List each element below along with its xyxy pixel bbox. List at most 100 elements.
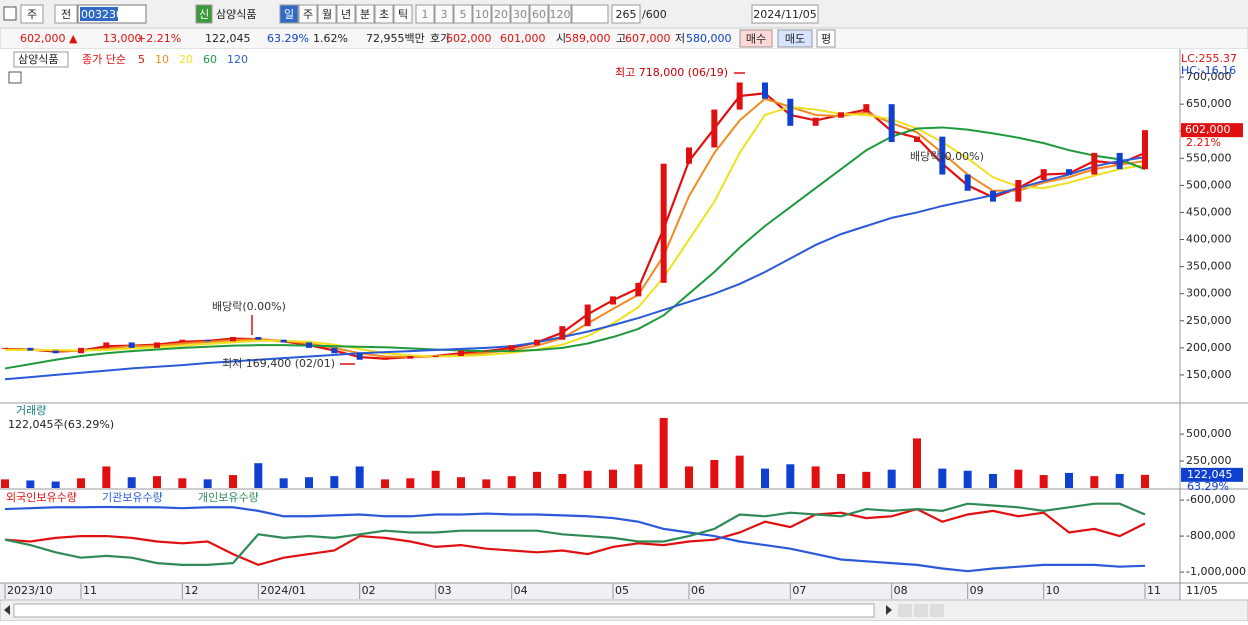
interval-box[interactable]	[548, 4, 572, 24]
date-box[interactable]	[751, 4, 819, 24]
period[interactable]: 초	[379, 8, 389, 21]
candle-body	[154, 342, 160, 348]
period-box[interactable]	[336, 4, 356, 24]
interval[interactable]: 10	[475, 8, 489, 21]
x-tick-label: 12	[184, 584, 198, 597]
interval[interactable]: 3	[441, 8, 448, 21]
x-tick-label: 11	[1147, 584, 1161, 597]
period[interactable]: 틱	[398, 8, 408, 21]
volume-bar	[583, 470, 592, 488]
x-tick-label: 02	[362, 584, 376, 597]
period[interactable]: 일	[284, 7, 294, 21]
x-last-date: 11/05	[1186, 584, 1218, 597]
zoom-next[interactable]	[930, 604, 944, 617]
interval-box[interactable]	[491, 4, 511, 24]
buy-button[interactable]: 매수	[746, 33, 766, 46]
volume-bar	[862, 471, 871, 488]
period-box[interactable]	[393, 4, 413, 24]
code[interactable]: 003230	[81, 8, 123, 21]
legend-item: 20	[179, 53, 193, 66]
interval[interactable]: 1	[422, 8, 429, 21]
period-box[interactable]	[317, 4, 337, 24]
sell-button[interactable]: 매도	[785, 33, 805, 46]
y-tick-label: -600,000	[1186, 493, 1235, 506]
period[interactable]: 년	[341, 8, 351, 21]
interval-box[interactable]	[510, 4, 530, 24]
interval[interactable]: 30	[513, 8, 527, 21]
interval-box[interactable]	[529, 4, 549, 24]
interval[interactable]: 5	[460, 8, 467, 21]
volume-bar	[127, 477, 136, 488]
volume-bar	[837, 473, 845, 488]
y-tick-label: 150,000	[1186, 368, 1232, 381]
y-tick-label: -800,000	[1186, 529, 1235, 542]
sell-button-box[interactable]	[777, 29, 813, 48]
legend-item: 10	[155, 53, 169, 66]
market[interactable]: 주	[27, 8, 37, 21]
quote-rate: +2.21%	[137, 32, 181, 45]
volume-bar	[254, 463, 263, 488]
chart-bg	[0, 49, 1248, 600]
interval-box[interactable]	[434, 4, 454, 24]
interval[interactable]: 20	[494, 8, 508, 21]
volume-bar	[330, 476, 339, 488]
interval-box[interactable]	[472, 4, 492, 24]
holding-line	[4, 502, 1146, 566]
interval-box[interactable]	[453, 4, 473, 24]
legend-icon[interactable]	[8, 71, 22, 84]
y-tick-label: 300,000	[1186, 287, 1232, 300]
volume-bar	[558, 473, 567, 488]
period-box[interactable]	[355, 4, 375, 24]
scope-box[interactable]	[54, 4, 78, 24]
avg-button-box[interactable]	[816, 29, 836, 48]
period-box[interactable]	[279, 4, 299, 24]
x-axis-bg	[0, 583, 1180, 600]
scroll-left[interactable]	[4, 605, 10, 615]
zoom-prev[interactable]	[914, 604, 928, 617]
period-box[interactable]	[298, 4, 318, 24]
scroll-thumb[interactable]	[13, 603, 875, 618]
volume-bar	[659, 417, 668, 488]
interval-box[interactable]	[415, 4, 435, 24]
annotation: 배당락(0.00%)	[910, 150, 984, 163]
candle-body	[331, 347, 338, 354]
buy-button-box[interactable]	[739, 29, 773, 48]
interval[interactable]: 60	[532, 8, 546, 21]
x-tick-label: 05	[615, 584, 629, 597]
candle-body	[1040, 169, 1047, 180]
quote-turnover: 1.62%	[313, 32, 348, 45]
volume-bar	[761, 468, 769, 488]
new-tag[interactable]: 신	[199, 8, 209, 21]
count-box[interactable]	[611, 4, 641, 24]
volume-bar	[457, 477, 465, 488]
volume-bar	[1, 479, 9, 488]
volume-bar	[989, 473, 997, 488]
scroll-right[interactable]	[886, 605, 892, 615]
y-tick-label: -1,000,000	[1186, 565, 1246, 578]
menu-icon[interactable]	[3, 6, 17, 21]
interval[interactable]: 120	[550, 8, 571, 21]
period[interactable]: 월	[322, 8, 332, 21]
market-box[interactable]	[20, 4, 44, 24]
volume-bar	[735, 455, 744, 488]
count[interactable]: 265	[616, 8, 637, 21]
scope[interactable]: 전	[61, 8, 71, 21]
x-tick-label: 08	[894, 584, 908, 597]
y-tick-label: 650,000	[1186, 97, 1232, 110]
date[interactable]: 2024/11/05	[753, 8, 816, 21]
avg-button[interactable]: 평	[821, 33, 831, 46]
period[interactable]: 분	[360, 8, 370, 21]
last-price: 602,000	[1185, 123, 1231, 136]
blank-select[interactable]	[571, 4, 609, 24]
zoom-first[interactable]	[898, 604, 912, 617]
volume-bar	[229, 475, 237, 488]
candle-body	[534, 339, 540, 346]
candle-body	[736, 82, 743, 110]
x-tick-label: 04	[514, 584, 528, 597]
period-box[interactable]	[374, 4, 394, 24]
candle-body	[103, 342, 110, 348]
new-tag-box[interactable]	[195, 4, 213, 24]
stock-name[interactable]: 삼양식품	[216, 8, 256, 21]
period[interactable]: 주	[303, 8, 313, 21]
